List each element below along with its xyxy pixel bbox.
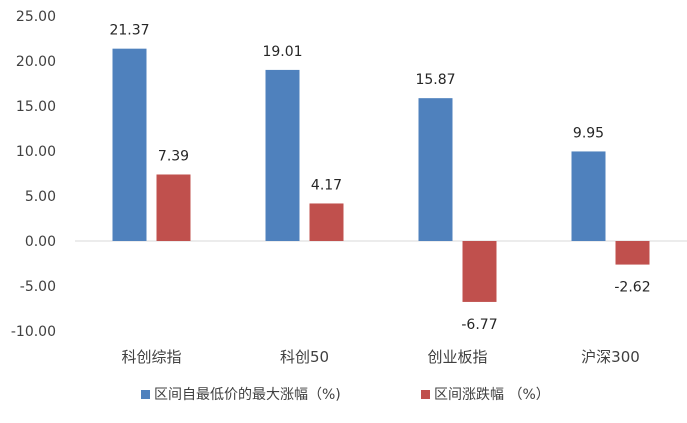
y-tick-label: 20.00 (16, 54, 56, 70)
data-label: 9.95 (573, 125, 604, 141)
category-label: 科创综指 (121, 348, 181, 366)
y-tick-label: 15.00 (16, 99, 56, 115)
legend: 区间自最低价的最大涨幅（%) 区间涨跌幅 （%） (141, 387, 550, 403)
data-label: 4.17 (311, 177, 342, 193)
data-labels: 21.37 7.39 19.01 4.17 15.87 -6.77 9.95 -2.62 (109, 23, 650, 333)
bar (156, 174, 191, 241)
legend-label: 区间自最低价的最大涨幅（%) (154, 387, 341, 403)
legend-label: 区间涨跌幅 （%） (434, 387, 550, 403)
legend-swatch (141, 390, 150, 399)
data-label: -2.62 (614, 280, 650, 296)
data-label: -6.77 (461, 317, 497, 333)
y-tick-label: 25.00 (16, 9, 56, 25)
data-label: 19.01 (262, 44, 302, 60)
y-tick-label: 0.00 (25, 234, 56, 250)
category-label: 创业板指 (427, 348, 487, 366)
y-tick-label: 10.00 (16, 144, 56, 160)
bar (309, 203, 344, 241)
y-tick-label: 5.00 (25, 189, 56, 205)
bar (462, 241, 497, 302)
bar (615, 241, 650, 265)
y-axis-ticks: -10.00 -5.00 0.00 5.00 10.00 15.00 20.00 25.00 (11, 9, 56, 340)
category-label: 科创50 (280, 348, 329, 366)
y-tick-label: -5.00 (20, 279, 56, 295)
bar (265, 69, 300, 241)
y-tick-label: -10.00 (11, 324, 56, 340)
bar (112, 48, 147, 241)
data-label: 21.37 (109, 23, 149, 39)
legend-swatch (421, 390, 430, 399)
category-labels: 科创综指 科创50 创业板指 沪深300 (121, 348, 639, 366)
category-label: 沪深300 (581, 348, 640, 366)
data-label: 7.39 (158, 148, 189, 164)
bars (112, 48, 650, 302)
bar (571, 151, 606, 241)
bar (418, 98, 453, 241)
data-label: 15.87 (415, 72, 455, 88)
